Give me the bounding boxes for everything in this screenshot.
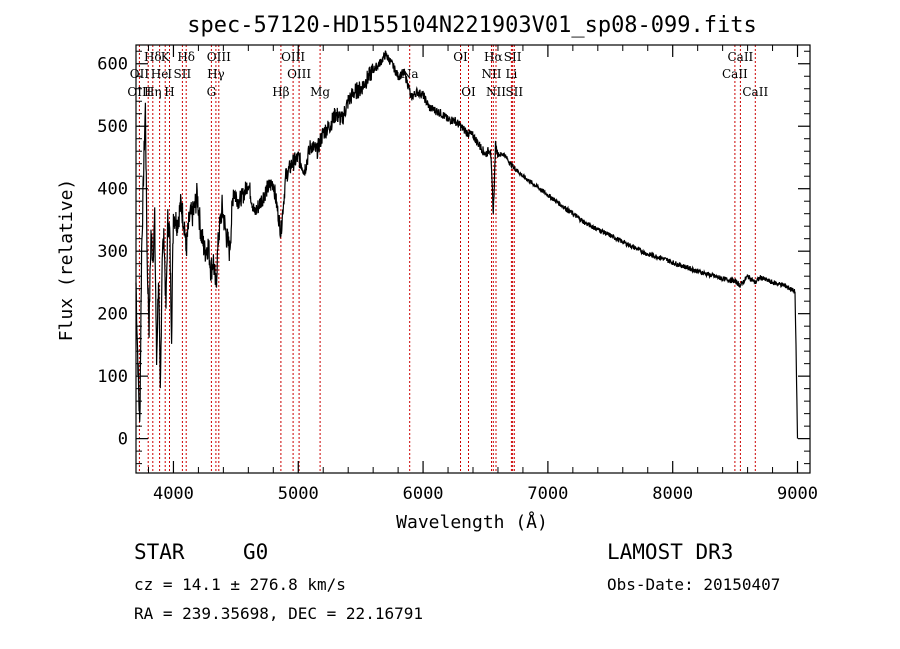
line-marker-label-27: SII xyxy=(505,85,523,99)
y-axis-ticks: 0 100 200 300 400 500 600 xyxy=(97,50,810,465)
line-marker-label-19: OIII xyxy=(127,85,151,99)
y-axis-label: Flux (relative) xyxy=(56,179,77,342)
line-marker-label-1: K xyxy=(161,50,171,64)
line-marker-label-5: OI xyxy=(453,50,468,64)
observation-date: Obs-Date: 20150407 xyxy=(607,575,781,594)
sky-coordinates: RA = 239.35698, DEC = 22.16791 xyxy=(134,604,423,623)
line-marker-label-22: G xyxy=(207,85,217,99)
x-tick-label-8000: 8000 xyxy=(652,484,693,504)
x-tick-label-4000: 4000 xyxy=(153,484,194,504)
spectrum-series-line xyxy=(135,50,799,439)
y-tick-label-300: 300 xyxy=(97,242,128,262)
y-tick-label-400: 400 xyxy=(97,180,128,200)
line-marker-label-10: He xyxy=(151,67,169,81)
x-tick-label-6000: 6000 xyxy=(403,484,444,504)
line-marker-label-26: NII xyxy=(486,85,506,99)
x-tick-label-5000: 5000 xyxy=(278,484,319,504)
x-axis-label: Wavelength (Å) xyxy=(396,511,548,533)
line-marker-label-7: SII xyxy=(504,50,522,64)
y-tick-label-600: 600 xyxy=(97,55,128,75)
line-marker-label-18: CaII xyxy=(722,67,748,81)
line-markers xyxy=(138,45,756,473)
x-tick-label-7000: 7000 xyxy=(527,484,568,504)
survey-name: LAMOST DR3 xyxy=(607,540,734,564)
x-tick-label-9000: 9000 xyxy=(777,484,818,504)
line-marker-label-9: OII xyxy=(130,67,150,81)
line-marker-label-28: CaII xyxy=(742,85,768,99)
line-marker-label-16: NII xyxy=(482,67,502,81)
plot-frame xyxy=(135,44,811,474)
line-marker-label-8: CaII xyxy=(727,50,753,64)
line-marker-label-21: H xyxy=(164,85,174,99)
line-marker-label-24: Mg xyxy=(310,85,330,99)
line-marker-label-6: Hα xyxy=(484,50,503,64)
chart-title: spec-57120-HD155104N221903V01_sp08-099.f… xyxy=(187,13,757,38)
line-marker-label-4: OIII xyxy=(281,50,305,64)
y-tick-label-200: 200 xyxy=(97,305,128,325)
line-marker-label-17: Li xyxy=(505,67,517,81)
line-marker-label-2: Hδ xyxy=(177,50,195,64)
y-tick-label-100: 100 xyxy=(97,367,128,387)
y-tick-label-500: 500 xyxy=(97,117,128,137)
line-marker-label-0: Hδ xyxy=(144,50,162,64)
line-marker-label-13: Hγ xyxy=(207,67,225,81)
line-marker-label-11: I xyxy=(167,67,172,81)
line-marker-label-23: Hβ xyxy=(272,85,289,99)
line-marker-label-3: OIII xyxy=(207,50,231,64)
object-class: STAR xyxy=(134,540,185,564)
line-marker-label-25: OI xyxy=(461,85,476,99)
line-marker-label-20: Hη xyxy=(144,85,162,99)
y-tick-label-0: 0 xyxy=(118,430,128,450)
line-marker-label-14: OIII xyxy=(287,67,311,81)
line-marker-label-12: SII xyxy=(174,67,192,81)
object-subclass: G0 xyxy=(243,540,269,564)
x-axis-ticks: 4000 5000 6000 7000 8000 9000 xyxy=(147,45,818,504)
redshift-velocity: cz = 14.1 ± 276.8 km/s xyxy=(134,575,346,594)
